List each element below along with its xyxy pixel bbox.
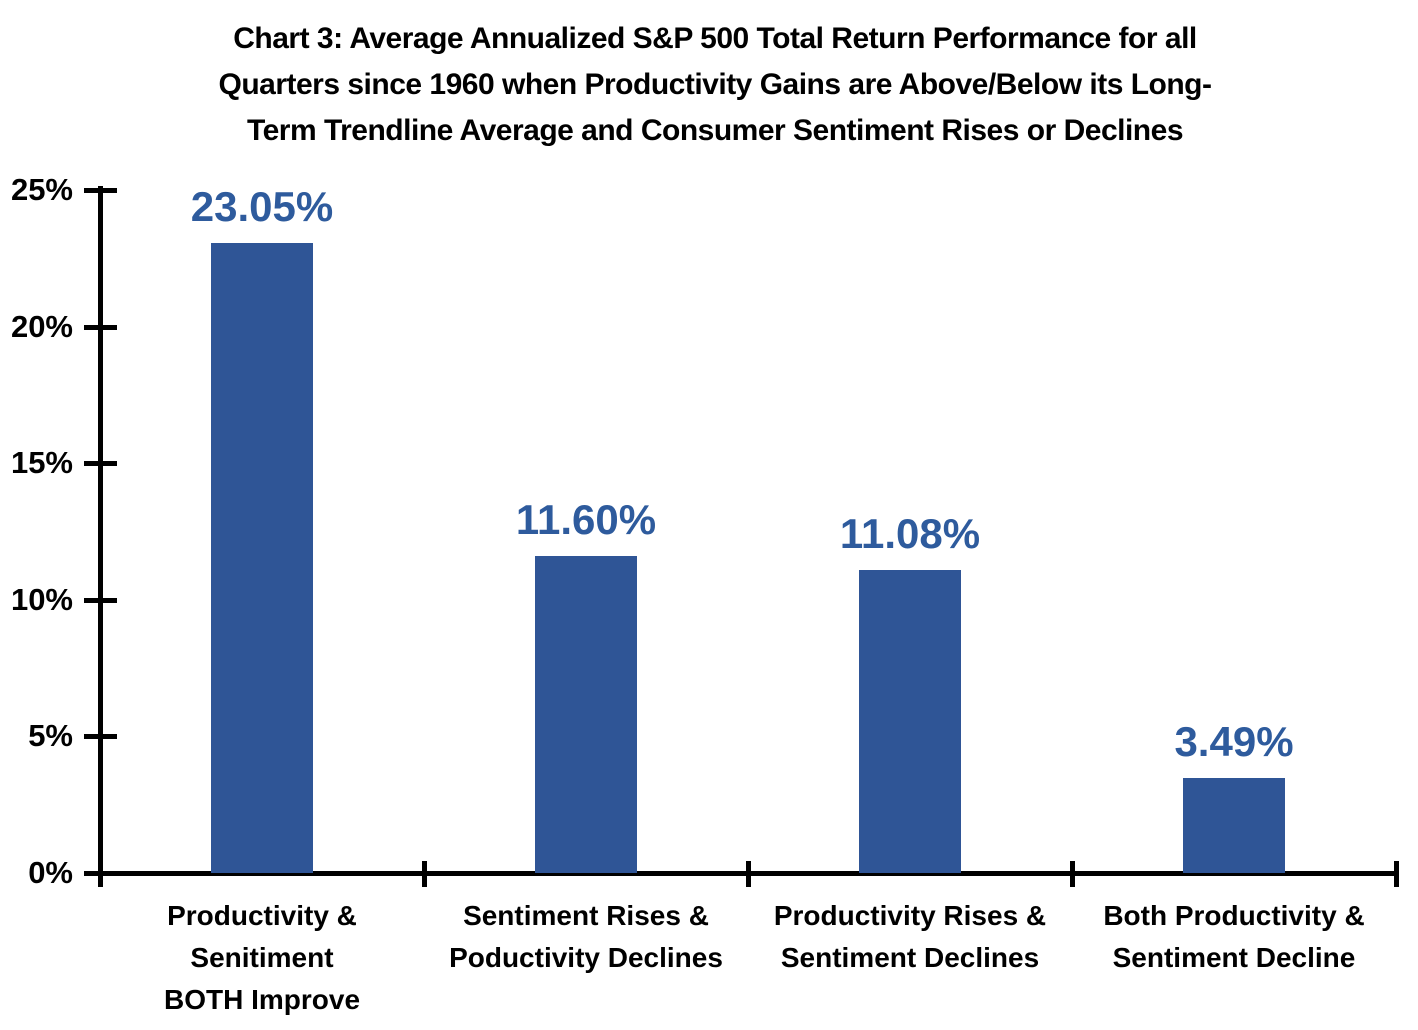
category-label-line: Sentiment Declines — [780, 942, 1040, 973]
category-label-2: Sentiment Rises & Poductivity Declines — [406, 895, 766, 979]
bar-4 — [1183, 777, 1285, 873]
bar-value-label-2: 11.60% — [515, 496, 657, 544]
bar-value-label-1: 23.05% — [190, 183, 334, 231]
bar-3 — [859, 570, 961, 873]
y-axis-tick — [84, 597, 117, 603]
y-axis-tick-label: 0% — [28, 855, 73, 890]
x-axis-tick — [98, 861, 103, 887]
y-axis-tick — [84, 734, 117, 740]
bar-2 — [535, 556, 637, 873]
category-label-line: Senitiment — [190, 942, 334, 973]
chart-title: Chart 3: Average Annualized S&P 500 Tota… — [95, 16, 1335, 154]
x-axis-tick — [422, 861, 427, 887]
bar-value-label-4: 3.49% — [1174, 717, 1294, 765]
category-label-line: Productivity & — [167, 900, 357, 931]
chart-title-line-2: Quarters since 1960 when Productivity Ga… — [218, 68, 1212, 101]
x-axis-tick — [1394, 861, 1399, 887]
y-axis-tick-label: 25% — [10, 172, 73, 207]
category-label-line: Sentiment Decline — [1112, 942, 1356, 973]
x-axis-tick — [746, 861, 751, 887]
category-label-3: Productivity Rises & Sentiment Declines — [730, 895, 1090, 979]
y-axis-line — [98, 186, 103, 879]
y-axis-tick — [84, 461, 117, 467]
bar-1 — [211, 243, 313, 873]
category-label-4: Both Productivity & Sentiment Decline — [1054, 895, 1414, 979]
y-axis-tick-label: 20% — [10, 308, 73, 344]
y-axis-tick-label: 10% — [10, 581, 73, 617]
category-label-line: Productivity Rises & — [773, 900, 1047, 931]
category-label-1: Productivity & Senitiment BOTH Improve — [82, 895, 442, 1021]
y-axis-tick — [84, 188, 117, 193]
category-label-line: Sentiment Rises & — [463, 900, 709, 931]
x-axis-tick — [1070, 861, 1075, 887]
y-axis-tick-label: 5% — [28, 718, 73, 754]
category-label-line: BOTH Improve — [163, 984, 361, 1015]
y-axis-tick-label: 15% — [10, 445, 73, 481]
bar-value-label-3: 11.08% — [839, 510, 981, 558]
chart-title-line-1: Chart 3: Average Annualized S&P 500 Tota… — [233, 22, 1197, 55]
y-axis-tick — [84, 324, 117, 330]
chart-title-line-3: Term Trendline Average and Consumer Sent… — [246, 114, 1184, 147]
category-label-line: Both Productivity & — [1103, 900, 1365, 931]
category-label-line: Poductivity Declines — [449, 942, 723, 973]
plot-area: 0% 5% 10% 15% 20% 25% 23.05% Productivity & Seni… — [11, 172, 1399, 1015]
